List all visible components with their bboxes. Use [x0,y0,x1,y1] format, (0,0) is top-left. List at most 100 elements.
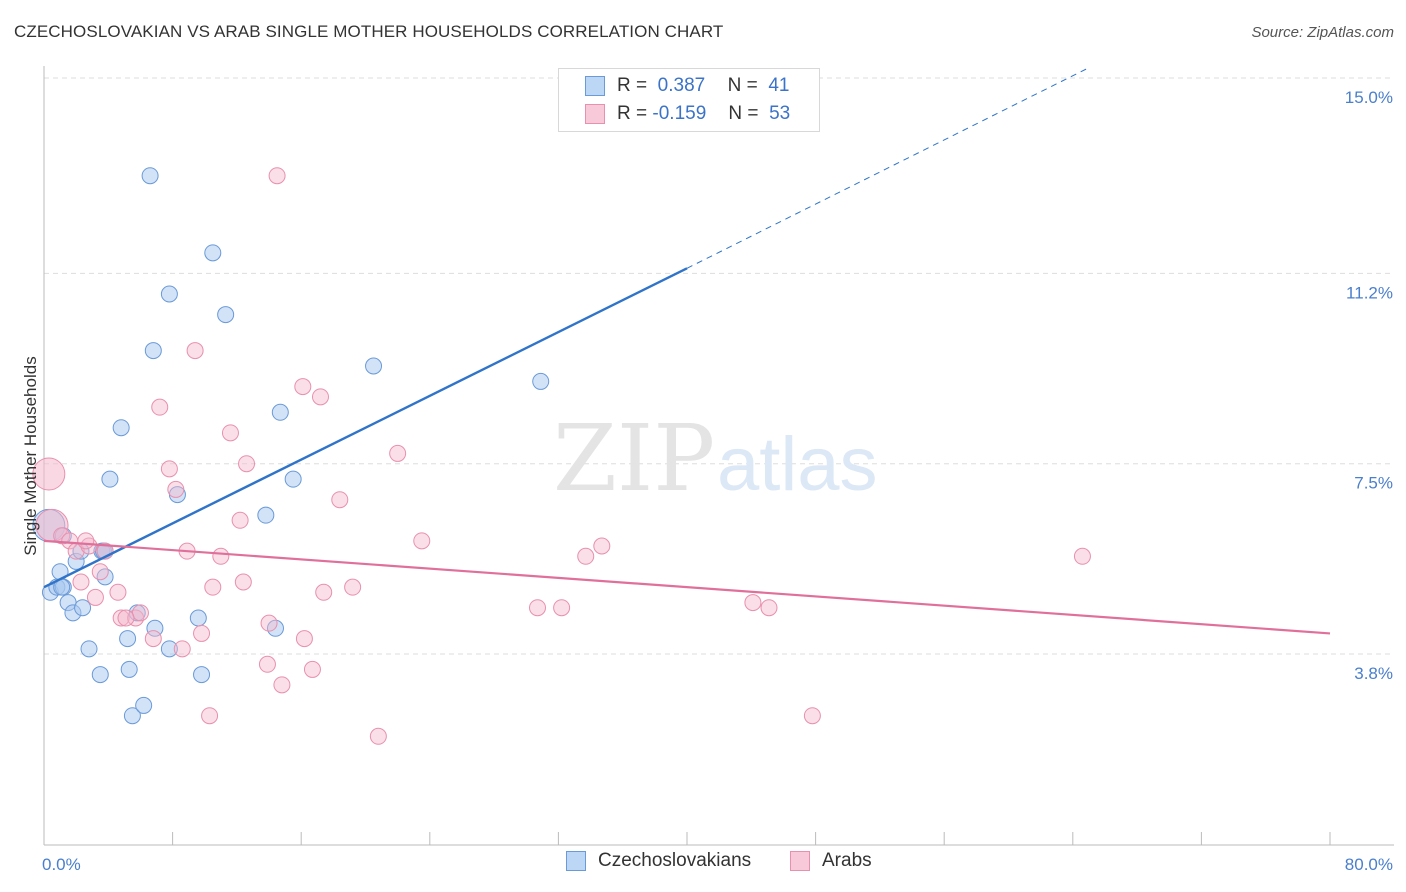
czech-points [32,167,550,725]
y-tick-label-2: 11.2% [1346,283,1393,302]
arab-point [389,444,407,462]
arab-point [173,640,191,658]
arab-point [760,599,778,617]
watermark-zip: ZIP [553,405,715,512]
arab-point [151,398,169,416]
watermark-atlas: atlas [717,422,878,507]
arab-point [112,609,130,627]
czech-legend-label: Czechoslovakians [598,850,752,871]
arab-point [127,609,145,627]
arab-point [803,707,821,725]
czech-point [123,707,141,725]
arab-point [369,727,387,745]
arab-point [167,480,185,498]
czech-point [119,630,137,648]
czech-point [189,609,207,627]
x-tick-label-0: 0.0% [42,855,81,874]
arab-point [1073,547,1091,565]
czech-point [91,666,109,684]
arab-point [744,594,762,612]
y-tick-label-3: 15.0% [1345,88,1393,107]
czech-point [160,640,178,658]
r-label: R = [617,103,648,124]
arab-point [593,537,611,555]
arab-point [577,547,595,565]
czech-point [74,599,92,617]
y-tick-label-0: 3.8% [1354,664,1393,683]
arab-point [331,491,349,509]
czech-legend-swatch [566,851,586,871]
czech-point [96,568,114,586]
correlation-legend: R = 0.387 N = 41 R = -0.159 N = 53 [558,68,820,132]
arab-point [117,609,135,627]
czech-point [141,167,159,185]
arab-point [294,378,312,396]
x-tick-labels: 0.0% 80.0% [42,855,1393,874]
arab-legend-swatch [790,851,810,871]
arab-point [86,588,104,606]
arab-swatch [585,104,605,124]
arab-point [53,527,71,545]
axes [43,66,1394,846]
czech-point [204,244,222,262]
arab-point [32,457,66,491]
czech-trend-extension [686,67,1090,269]
arab-legend-label: Arabs [822,850,872,871]
arab-point [160,460,178,478]
czech-point [80,640,98,658]
r-label: R = [617,75,648,96]
arab-point [204,578,222,596]
arab-point [234,573,252,591]
czech-point [160,285,178,303]
arab-point [201,707,219,725]
y-axis-label: Single Mother Households [21,356,40,555]
czech-point [271,403,289,421]
arab-point [231,511,249,529]
n-value-czech: 41 [768,75,790,96]
r-value-arab: -0.159 [652,103,707,124]
n-label: N = [727,75,758,96]
arab-point [553,599,571,617]
arab-point [77,532,95,550]
czech-point [144,342,162,360]
arab-point [529,599,547,617]
n-label: N = [728,103,759,124]
legend-row-arab: R = -0.159 N = 53 [559,100,790,128]
legend-item-arab[interactable]: Arabs [790,850,872,872]
arab-point [91,563,109,581]
arab-point [238,455,256,473]
x-tick-label-1: 80.0% [1345,855,1393,874]
arab-point [303,660,321,678]
arab-trend-line [43,539,1331,635]
czech-point [217,306,235,324]
arab-point [193,624,211,642]
arab-point [131,604,149,622]
n-value-arab: 53 [769,103,791,124]
chart-title: CZECHOSLOVAKIAN VS ARAB SINGLE MOTHER HO… [14,22,724,41]
arab-point [315,583,333,601]
arab-points [32,167,1091,745]
legend-item-czech[interactable]: Czechoslovakians [566,850,751,872]
czech-point [120,660,138,678]
arab-point [80,537,98,555]
arab-point [109,583,127,601]
y-tick-labels: 3.8% 7.5% 11.2% 15.0% [1345,88,1393,683]
grid-lines [44,77,1394,655]
czech-swatch [585,76,605,96]
arab-point [260,614,278,632]
arab-point [144,630,162,648]
czech-point [257,506,275,524]
czech-point [284,470,302,488]
legend-row-czech: R = 0.387 N = 41 [559,72,789,100]
czech-trend-line [43,267,688,589]
source-credit: Source: ZipAtlas.com [1251,24,1394,41]
arab-point [186,342,204,360]
trend-lines [43,67,1331,635]
arab-point [221,424,239,442]
arab-point [311,388,329,406]
arab-point [258,655,276,673]
arab-point [344,578,362,596]
czech-point [532,372,550,390]
czech-point [112,419,130,437]
r-value-czech: 0.387 [657,75,706,96]
